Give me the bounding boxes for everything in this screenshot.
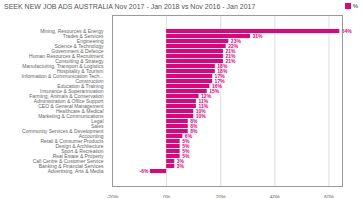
- svg-text:Healthcare & Medical: Healthcare & Medical: [56, 108, 104, 115]
- svg-text:Information & Communication Te: Information & Communication Tech...: [21, 73, 104, 80]
- svg-text:21%: 21%: [225, 53, 236, 60]
- svg-text:Banking & Financial Services: Banking & Financial Services: [38, 163, 104, 170]
- svg-text:Consulting & Strategy: Consulting & Strategy: [55, 58, 104, 65]
- svg-text:-20%: -20%: [107, 194, 119, 198]
- svg-text:17%: 17%: [214, 78, 225, 85]
- svg-text:60%: 60%: [324, 194, 335, 198]
- svg-text:Insurance & Superannuation: Insurance & Superannuation: [40, 88, 104, 95]
- svg-text:3%: 3%: [176, 158, 184, 165]
- svg-text:Sales: Sales: [91, 123, 104, 130]
- svg-text:18%: 18%: [217, 63, 228, 70]
- svg-text:Design & Architecture: Design & Architecture: [55, 143, 104, 150]
- svg-text:10%: 10%: [195, 108, 206, 115]
- svg-text:15%: 15%: [209, 88, 220, 95]
- svg-text:Legal: Legal: [91, 118, 104, 125]
- svg-text:-6%: -6%: [139, 168, 148, 174]
- svg-text:Marketing & Communications: Marketing & Communications: [38, 113, 104, 120]
- svg-text:CEO & General Management: CEO & General Management: [38, 103, 104, 110]
- svg-text:Sport & Recreation: Sport & Recreation: [61, 148, 104, 155]
- svg-text:Education & Training: Education & Training: [57, 83, 104, 90]
- svg-text:0%: 0%: [163, 194, 171, 198]
- svg-text:Call Centre & Customer Service: Call Centre & Customer Service: [32, 158, 104, 165]
- svg-text:Real Estate & Property: Real Estate & Property: [52, 153, 104, 160]
- svg-text:22%: 22%: [228, 43, 239, 50]
- svg-text:Mining, Resources & Energy: Mining, Resources & Energy: [40, 28, 104, 35]
- svg-text:6%: 6%: [184, 133, 193, 140]
- svg-text:8%: 8%: [190, 128, 198, 135]
- svg-text:5%: 5%: [182, 153, 190, 160]
- svg-text:Retail & Consumer Products: Retail & Consumer Products: [40, 138, 104, 145]
- svg-text:Administration & Office Suppor: Administration & Office Support: [33, 98, 104, 105]
- html-text:SEEK NEW JOB ADS AUSTRALIA Nov: SEEK NEW JOB ADS AUSTRALIA Nov 2017 - Ja…: [4, 2, 256, 10]
- svg-text:23%: 23%: [230, 38, 241, 45]
- svg-text:Human Resources & Recruitment: Human Resources & Recruitment: [29, 53, 104, 60]
- svg-text:21%: 21%: [225, 48, 236, 55]
- svg-text:11%: 11%: [198, 98, 209, 105]
- svg-text:8%: 8%: [190, 123, 198, 130]
- svg-text:8%: 8%: [190, 118, 198, 125]
- svg-text:17%: 17%: [214, 73, 225, 80]
- svg-text:16%: 16%: [211, 83, 222, 90]
- svg-text:Accounting: Accounting: [78, 133, 104, 140]
- svg-text:Engineering: Engineering: [76, 38, 104, 45]
- svg-text:12%: 12%: [201, 93, 212, 100]
- svg-text:5%: 5%: [182, 143, 190, 150]
- svg-text:Trades & Services: Trades & Services: [62, 33, 104, 40]
- svg-text:40%: 40%: [270, 194, 281, 198]
- svg-text:64%: 64%: [342, 28, 353, 34]
- svg-text:10%: 10%: [195, 113, 206, 120]
- svg-text:20%: 20%: [216, 194, 227, 198]
- svg-text:11%: 11%: [198, 103, 209, 110]
- svg-text:21%: 21%: [225, 58, 236, 65]
- svg-text:Construction: Construction: [75, 78, 104, 85]
- svg-text:5%: 5%: [182, 148, 190, 155]
- svg-text:Community Services & Developme: Community Services & Development: [22, 128, 104, 135]
- svg-text:Advertising, Arts & Media: Advertising, Arts & Media: [48, 168, 104, 174]
- svg-text:5%: 5%: [182, 138, 190, 145]
- svg-text:Manufacturing, Transport & Log: Manufacturing, Transport & Logistics: [22, 63, 104, 70]
- svg-text:31%: 31%: [253, 33, 264, 39]
- svg-text:Science & Technology: Science & Technology: [54, 43, 104, 50]
- svg-text:Hospitality & Tourism: Hospitality & Tourism: [56, 68, 104, 75]
- svg-text:Government & Defence: Government & Defence: [51, 48, 104, 55]
- svg-text:Farming, Animals & Conservatio: Farming, Animals & Conservation: [29, 93, 104, 100]
- svg-text:3%: 3%: [177, 163, 185, 169]
- svg-text:18%: 18%: [217, 68, 228, 75]
